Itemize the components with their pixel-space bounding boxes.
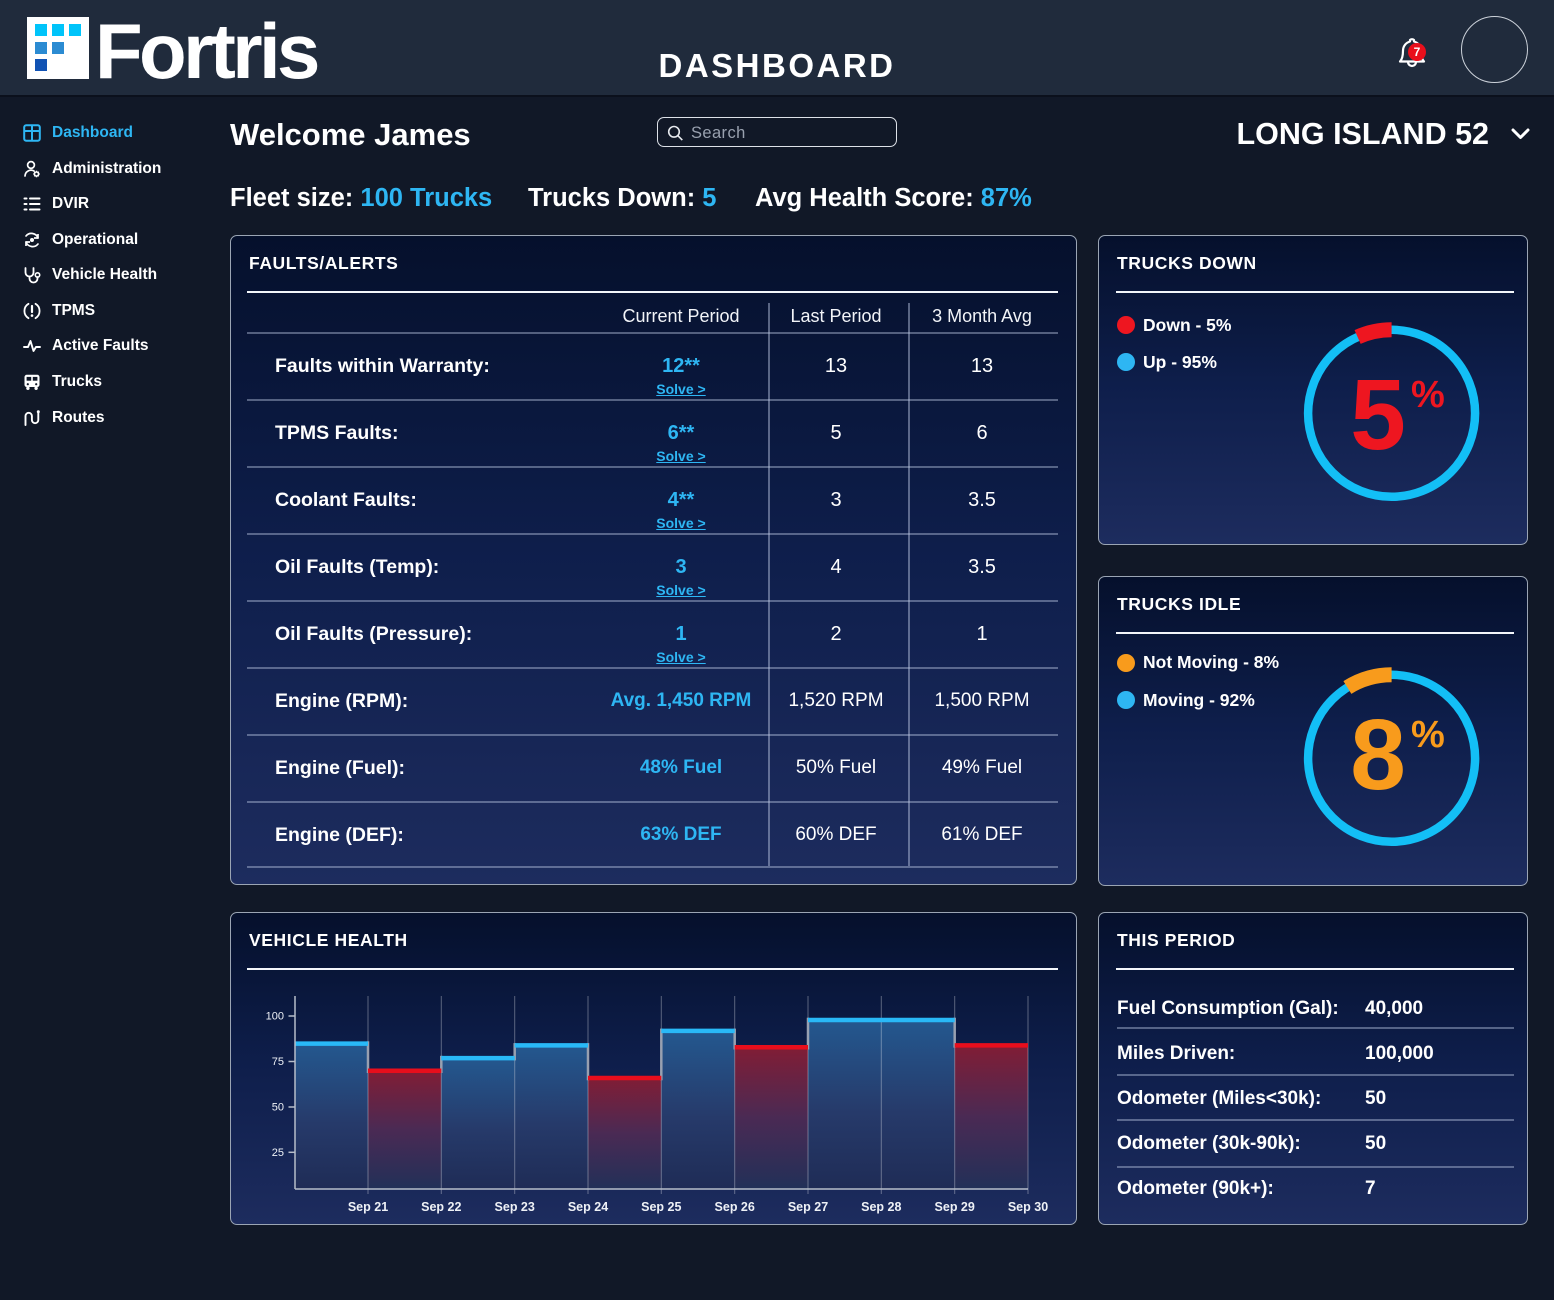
- svg-text:Sep 24: Sep 24: [568, 1200, 608, 1214]
- svg-text:Sep 23: Sep 23: [495, 1200, 535, 1214]
- svg-text:Sep 30: Sep 30: [1008, 1200, 1048, 1214]
- svg-text:100: 100: [266, 1011, 284, 1023]
- svg-text:Sep 27: Sep 27: [788, 1200, 828, 1214]
- svg-text:75: 75: [272, 1056, 284, 1068]
- svg-text:Sep 22: Sep 22: [421, 1200, 461, 1214]
- svg-text:Sep 21: Sep 21: [348, 1200, 388, 1214]
- svg-text:Sep 29: Sep 29: [935, 1200, 975, 1214]
- svg-text:Sep 26: Sep 26: [715, 1200, 755, 1214]
- svg-text:50: 50: [272, 1102, 284, 1114]
- svg-text:Sep 25: Sep 25: [641, 1200, 681, 1214]
- svg-text:25: 25: [272, 1147, 284, 1159]
- svg-text:Sep 28: Sep 28: [861, 1200, 901, 1214]
